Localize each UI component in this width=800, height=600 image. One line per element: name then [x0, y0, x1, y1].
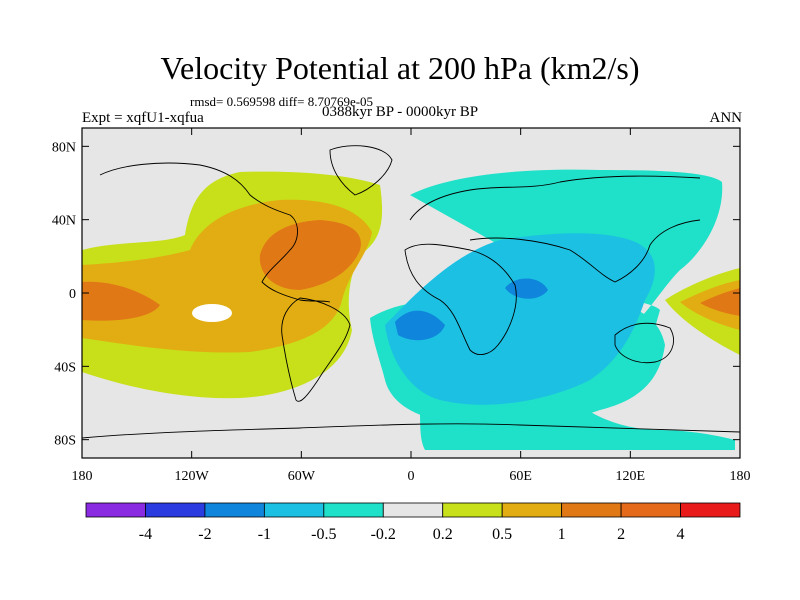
contour-positive-1: [82, 220, 361, 321]
colorbar-label: -1: [258, 526, 271, 543]
coast-africa: [404, 243, 517, 356]
lat-tick-label: 80N: [52, 140, 76, 155]
colorbar-segment: [145, 502, 206, 518]
lon-tick-label: 120W: [175, 469, 210, 484]
stats-line: rmsd= 0.569598 diff= 8.70769e-05: [190, 94, 374, 109]
colorbar-segment: [620, 502, 681, 518]
plot-title: Velocity Potential at 200 hPa (km2/s): [160, 50, 640, 86]
colorbar-label: 0.2: [433, 526, 453, 543]
lon-tick-label: 60W: [288, 469, 316, 484]
coast-greenland: [329, 145, 393, 196]
colorbar-segment: [85, 502, 146, 518]
colorbar-label: -2: [198, 526, 211, 543]
colorbar-segment: [561, 502, 622, 518]
colorbar-segment: [382, 502, 444, 518]
latitude-axis: 80N 40N 0 40S 80S: [52, 140, 740, 449]
lon-tick-label: 180: [730, 469, 751, 484]
lon-tick-label: 180: [72, 469, 93, 484]
lon-tick-label: 120E: [616, 469, 646, 484]
colorbar-label: 4: [677, 526, 685, 543]
map-area: [82, 128, 740, 458]
contour-positive-1-east: [700, 288, 740, 316]
colorbar-segment: [263, 502, 325, 518]
contour-negative-0.5: [385, 233, 655, 405]
colorbar-segment: [680, 502, 741, 518]
colorbar-label: 1: [558, 526, 566, 543]
colorbar-segment: [501, 502, 563, 518]
colorbar: -4 -2 -1 -0.5 -0.2 0.2 0.5 1 2 4: [85, 502, 741, 543]
colorbar-label: 0.5: [492, 526, 512, 543]
contour-negative-1: [395, 278, 548, 341]
contour-hole: [192, 304, 232, 322]
colorbar-segment: [204, 502, 265, 518]
colorbar-label: -4: [139, 526, 152, 543]
lat-tick-label: 40S: [54, 360, 76, 375]
coast-australia: [614, 322, 674, 364]
experiment-label: Expt = xqfU1-xqfua: [82, 110, 204, 126]
lon-tick-label: 60E: [509, 469, 532, 484]
lat-tick-label: 40N: [52, 214, 76, 229]
coast-north-america: [99, 162, 331, 303]
coast-south-america: [281, 297, 351, 402]
coastlines: [82, 145, 740, 439]
coast-antarctica: [82, 423, 740, 439]
colorbar-label: -0.2: [371, 526, 396, 543]
season-label: ANN: [709, 110, 743, 126]
colorbar-label: 2: [617, 526, 625, 543]
coast-asia: [469, 219, 701, 283]
colorbar-label: -0.5: [311, 526, 336, 543]
lat-tick-label: 0: [69, 287, 76, 302]
longitude-axis: 180 120W 60W 0 60E 120E 180: [72, 128, 751, 484]
lon-tick-label: 0: [408, 469, 415, 484]
lat-tick-label: 80S: [54, 434, 76, 449]
colorbar-segment: [442, 502, 503, 518]
period-label: 0388kyr BP - 0000kyr BP: [322, 104, 479, 120]
coast-europe: [409, 175, 701, 221]
colorbar-segment: [323, 502, 384, 518]
